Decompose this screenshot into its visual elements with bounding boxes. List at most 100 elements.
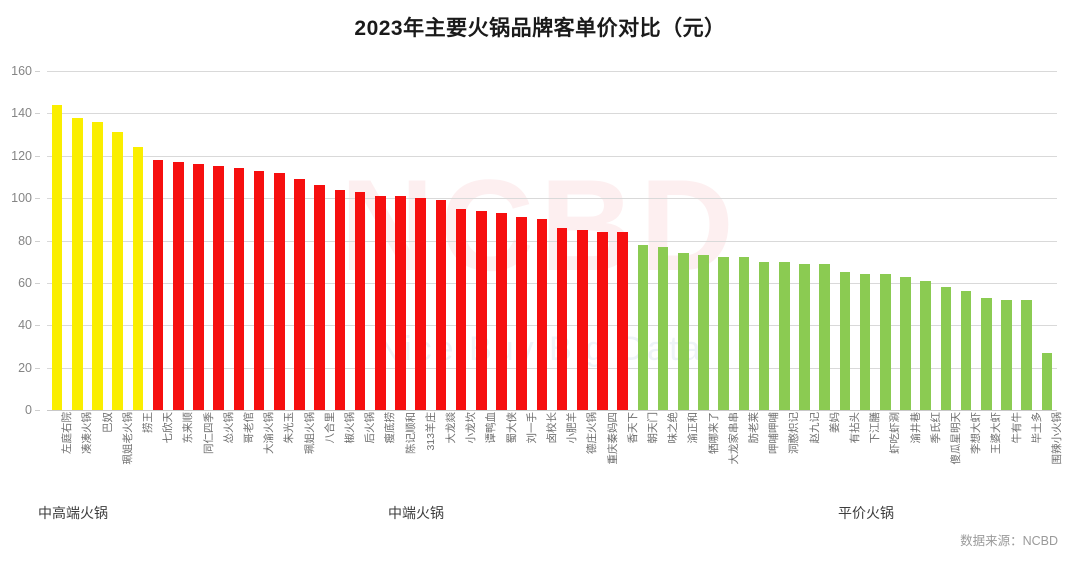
bar[interactable] bbox=[354, 191, 366, 410]
bar[interactable] bbox=[476, 210, 487, 410]
bar[interactable] bbox=[556, 227, 568, 410]
x-tick-label: 蜀大侠 bbox=[505, 412, 518, 444]
x-tick-label: 珮姐火锅 bbox=[303, 412, 316, 454]
bar[interactable] bbox=[233, 168, 245, 410]
x-tick-label: 呷哺呷哺 bbox=[768, 412, 781, 454]
x-tick-label: 小肥羊 bbox=[566, 412, 579, 444]
bar[interactable] bbox=[375, 196, 386, 410]
group-label: 平价火锅 bbox=[838, 505, 894, 521]
bar[interactable] bbox=[900, 276, 911, 410]
bar[interactable] bbox=[51, 104, 63, 410]
x-tick-label: 捞王 bbox=[141, 412, 154, 433]
bar[interactable] bbox=[213, 166, 224, 410]
bar[interactable] bbox=[274, 172, 285, 410]
bar[interactable] bbox=[415, 198, 426, 410]
y-axis: 0 20 40 60 80 100 120 140 160 bbox=[0, 64, 40, 417]
bar[interactable] bbox=[193, 164, 204, 410]
chart-title: 2023年主要火锅品牌客单价对比（元） bbox=[354, 17, 726, 40]
group-label: 中高端火锅 bbox=[38, 505, 108, 521]
bar[interactable] bbox=[1001, 299, 1012, 410]
bar[interactable] bbox=[72, 117, 83, 410]
y-tick-label: 60 bbox=[18, 275, 32, 290]
y-tick-mark bbox=[35, 410, 40, 411]
bar[interactable] bbox=[112, 132, 123, 410]
x-tick-label: 卤校长 bbox=[545, 412, 558, 444]
bar[interactable] bbox=[698, 255, 709, 410]
bar[interactable] bbox=[657, 246, 669, 410]
bar[interactable] bbox=[839, 272, 851, 410]
x-tick-label: 左庭右院 bbox=[61, 412, 74, 454]
gridline bbox=[47, 155, 1057, 157]
x-tick-label: 味之绝 bbox=[667, 412, 680, 444]
bar[interactable] bbox=[597, 232, 608, 410]
x-tick-label: 椒火锅 bbox=[343, 412, 356, 444]
bar[interactable] bbox=[981, 297, 992, 410]
bar[interactable] bbox=[152, 160, 164, 410]
bar[interactable] bbox=[132, 147, 144, 410]
bar[interactable] bbox=[314, 185, 325, 410]
x-tick-label: 毕土多 bbox=[1030, 412, 1043, 444]
bar[interactable] bbox=[940, 287, 952, 410]
bar[interactable] bbox=[395, 196, 406, 410]
bar[interactable] bbox=[516, 217, 527, 410]
x-tick-label: 大龙家串串 bbox=[727, 412, 740, 465]
gridline bbox=[47, 410, 1057, 411]
bar[interactable] bbox=[334, 189, 346, 410]
bar[interactable] bbox=[678, 253, 689, 410]
bar[interactable] bbox=[920, 280, 931, 410]
bar[interactable] bbox=[536, 219, 548, 410]
x-tick-label: 大龙燚 bbox=[444, 412, 457, 444]
x-tick-label: 珮姐老火锅 bbox=[121, 412, 134, 465]
x-tick-label: 陈记顺和 bbox=[404, 412, 417, 454]
x-tick-label: 李想大虾 bbox=[970, 412, 983, 454]
bar[interactable] bbox=[1041, 352, 1053, 410]
bar[interactable] bbox=[253, 170, 265, 410]
y-tick-mark bbox=[35, 113, 40, 115]
bar[interactable] bbox=[718, 257, 729, 410]
x-tick-label: 同仁四季 bbox=[202, 412, 215, 454]
bar[interactable] bbox=[92, 121, 103, 410]
x-tick-label: 刘一手 bbox=[525, 412, 538, 444]
x-tick-label: 大渝火锅 bbox=[263, 412, 276, 454]
bar[interactable] bbox=[819, 263, 830, 410]
bar[interactable] bbox=[617, 232, 628, 410]
x-tick-label: 后火锅 bbox=[364, 412, 377, 444]
bar[interactable] bbox=[738, 257, 750, 410]
x-tick-label: 德庄火锅 bbox=[586, 412, 599, 454]
bar[interactable] bbox=[496, 212, 507, 410]
y-tick-label: 20 bbox=[18, 360, 32, 375]
bar[interactable] bbox=[294, 179, 305, 410]
y-tick-label: 80 bbox=[18, 233, 32, 248]
bar[interactable] bbox=[435, 200, 447, 410]
x-tick-label: 赵九记 bbox=[808, 412, 821, 444]
bar[interactable] bbox=[1021, 299, 1032, 410]
x-tick-label: 下江膳 bbox=[869, 412, 882, 444]
bar[interactable] bbox=[779, 261, 790, 410]
bar[interactable] bbox=[799, 263, 810, 410]
x-tick-label: 王婆大虾 bbox=[990, 412, 1003, 454]
x-tick-label: 怂火锅 bbox=[222, 412, 235, 444]
x-tick-label: 巴奴 bbox=[101, 412, 114, 433]
x-tick-label: 谭鸭血 bbox=[485, 412, 498, 444]
bar[interactable] bbox=[758, 261, 770, 410]
y-tick-mark bbox=[35, 282, 40, 284]
bar[interactable] bbox=[455, 208, 467, 410]
bar[interactable] bbox=[880, 274, 891, 410]
y-tick-mark bbox=[35, 367, 40, 369]
bar[interactable] bbox=[859, 274, 871, 410]
bar[interactable] bbox=[960, 291, 972, 410]
x-tick-label: 重庆秦妈四 bbox=[606, 412, 619, 465]
y-tick-mark bbox=[35, 155, 40, 157]
y-tick-label: 100 bbox=[11, 191, 32, 206]
x-tick-label: 东来顺 bbox=[182, 412, 195, 444]
bar[interactable] bbox=[173, 162, 184, 410]
bar[interactable] bbox=[577, 229, 588, 410]
y-tick-label: 160 bbox=[11, 64, 32, 78]
x-axis-labels: 左庭右院 凑凑火锅 巴奴 珮姐老火锅 捞王 七欣天 东来顺 同仁四季 怂火锅 哥老倌 大渝火锅 朱光玉… bbox=[47, 412, 1063, 498]
y-tick-mark bbox=[35, 240, 40, 242]
x-tick-label: 小龙坎 bbox=[465, 412, 478, 444]
bar[interactable] bbox=[637, 244, 649, 410]
y-tick-label: 40 bbox=[18, 318, 32, 333]
x-tick-label: 洞憨炽记 bbox=[788, 412, 801, 454]
